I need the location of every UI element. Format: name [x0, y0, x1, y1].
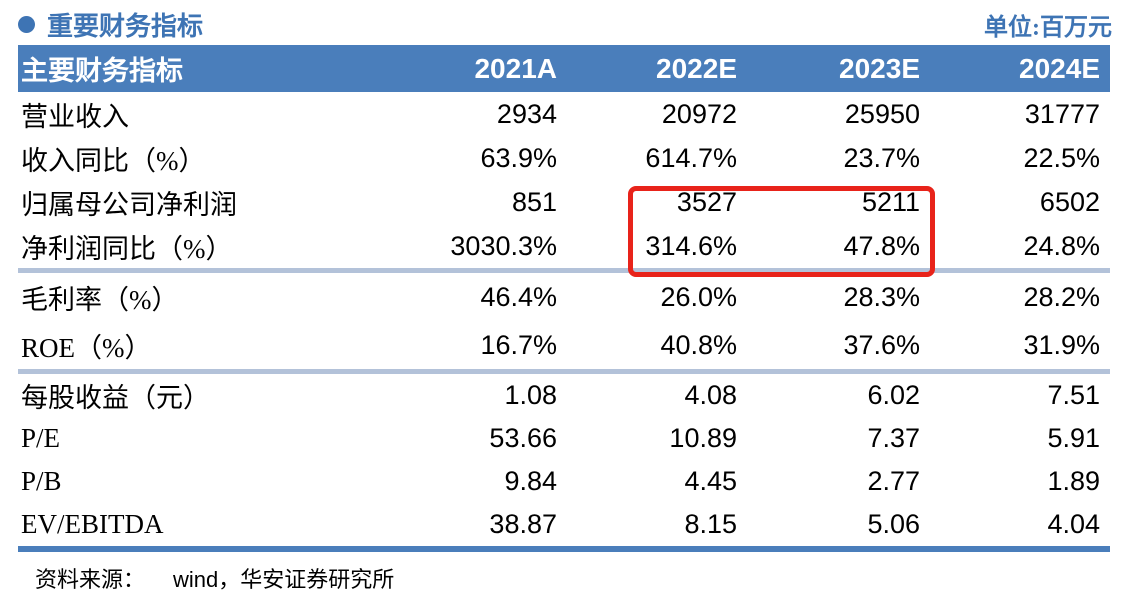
- cell-value: 7.37: [867, 423, 920, 453]
- cell-value: 4.04: [1047, 509, 1100, 539]
- row-label: P/B: [21, 466, 62, 496]
- cell-value: 63.9%: [480, 142, 557, 173]
- table-header-row: 主要财务指标 2021A 2022E 2023E 2024E: [18, 45, 1110, 92]
- cell-value: 4.45: [684, 466, 737, 496]
- cell-value: 26.0%: [660, 281, 737, 312]
- unit-label: 单位:百万元: [984, 14, 1112, 41]
- table-group-margins: 毛利率（%） 46.4% 26.0% 28.3% 28.2% ROE（%） 16…: [18, 268, 1110, 369]
- header-cell-metric: 主要财务指标: [21, 56, 183, 86]
- cell-value: 851: [511, 186, 557, 217]
- cell-value: 4.08: [684, 380, 737, 410]
- table-row-pb: P/B 9.84 4.45 2.77 1.89: [18, 460, 1110, 503]
- row-label: 收入同比（%）: [21, 145, 206, 176]
- table-group-per-share: 每股收益（元） 1.08 4.08 6.02 7.51 P/E 53.66 10…: [18, 369, 1110, 546]
- cell-value: 614.7%: [645, 142, 737, 173]
- cell-value: 5211: [861, 186, 920, 217]
- cell-value: 3030.3%: [450, 230, 557, 261]
- header-cell-2021a: 2021A: [474, 52, 557, 84]
- row-label: EV/EBITDA: [21, 509, 164, 539]
- row-label: 净利润同比（%）: [21, 233, 233, 264]
- cell-value: 1.08: [504, 380, 557, 410]
- cell-value: 22.5%: [1023, 142, 1100, 173]
- cell-value: 40.8%: [660, 329, 737, 360]
- cell-value: 37.6%: [843, 329, 920, 360]
- row-label: 每股收益（元）: [21, 383, 210, 413]
- cell-value: 25950: [844, 98, 920, 129]
- cell-value: 24.8%: [1023, 230, 1100, 261]
- header-cell-2024e: 2024E: [1019, 52, 1100, 84]
- cell-value: 6502: [1039, 186, 1100, 217]
- table-row-net-profit: 归属母公司净利润 851 3527 5211 6502: [18, 180, 1110, 224]
- cell-value: 1.89: [1047, 466, 1100, 496]
- row-label: P/E: [21, 423, 61, 453]
- table-row-gross-margin: 毛利率（%） 46.4% 26.0% 28.3% 28.2%: [18, 273, 1110, 321]
- cell-value: 31777: [1024, 98, 1100, 129]
- cell-value: 8.15: [684, 509, 737, 539]
- cell-value: 5.91: [1047, 423, 1100, 453]
- cell-value: 28.3%: [843, 281, 920, 312]
- cell-value: 46.4%: [480, 281, 557, 312]
- financial-metrics-table: 主要财务指标 2021A 2022E 2023E 2024E 营业收入 2934…: [18, 45, 1110, 552]
- source-text: wind，华安证券研究所: [173, 567, 395, 592]
- table-row-revenue-yoy: 收入同比（%） 63.9% 614.7% 23.7% 22.5%: [18, 136, 1110, 180]
- cell-value: 47.8%: [843, 230, 920, 261]
- source-footer: 资料来源： wind，华安证券研究所: [35, 562, 394, 594]
- section-title: 重要财务指标: [18, 6, 203, 43]
- cell-value: 53.66: [489, 423, 557, 453]
- table-row-roe: ROE（%） 16.7% 40.8% 37.6% 31.9%: [18, 321, 1110, 369]
- row-label: 归属母公司净利润: [21, 189, 237, 220]
- table-row-eps: 每股收益（元） 1.08 4.08 6.02 7.51: [18, 374, 1110, 417]
- cell-value: 7.51: [1047, 380, 1100, 410]
- table-group-income: 营业收入 2934 20972 25950 31777 收入同比（%） 63.9…: [18, 92, 1110, 268]
- cell-value: 2.77: [867, 466, 920, 496]
- cell-value: 3527: [676, 186, 737, 217]
- title-bar: 重要财务指标 单位:百万元: [18, 4, 1112, 44]
- header-cell-2023e: 2023E: [839, 52, 920, 84]
- cell-value: 9.84: [504, 466, 557, 496]
- cell-value: 5.06: [867, 509, 920, 539]
- bullet-icon: [18, 15, 35, 33]
- cell-value: 16.7%: [480, 329, 557, 360]
- cell-value: 314.6%: [645, 230, 737, 261]
- cell-value: 6.02: [867, 380, 920, 410]
- header-cell-2022e: 2022E: [656, 52, 737, 84]
- table-row-revenue: 营业收入 2934 20972 25950 31777: [18, 92, 1110, 136]
- cell-value: 2934: [496, 98, 557, 129]
- row-label: ROE（%）: [21, 332, 152, 363]
- cell-value: 31.9%: [1023, 329, 1100, 360]
- cell-value: 23.7%: [843, 142, 920, 173]
- page-title: 重要财务指标: [47, 11, 204, 41]
- cell-value: 28.2%: [1023, 281, 1100, 312]
- source-label: 资料来源：: [35, 567, 146, 592]
- table-row-pe: P/E 53.66 10.89 7.37 5.91: [18, 417, 1110, 460]
- row-label: 毛利率（%）: [21, 284, 179, 315]
- cell-value: 20972: [661, 98, 737, 129]
- table-row-net-profit-yoy: 净利润同比（%） 3030.3% 314.6% 47.8% 24.8%: [18, 224, 1110, 268]
- cell-value: 38.87: [489, 509, 557, 539]
- table-row-ev-ebitda: EV/EBITDA 38.87 8.15 5.06 4.04: [18, 503, 1110, 546]
- cell-value: 10.89: [669, 423, 737, 453]
- row-label: 营业收入: [21, 101, 129, 132]
